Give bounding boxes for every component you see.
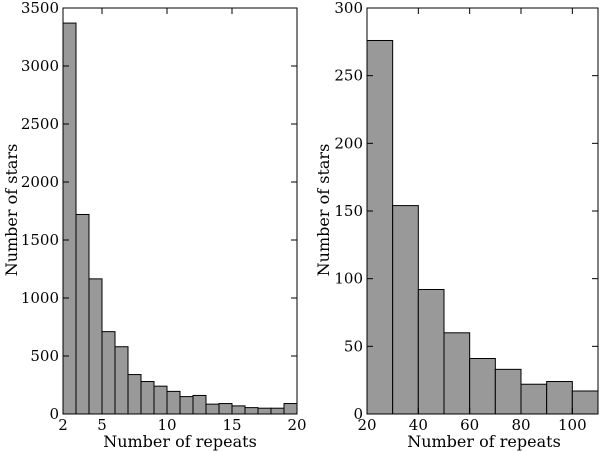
left-bar-11: [205, 403, 220, 415]
left-bar-15: [257, 407, 272, 415]
right-bar-1: [392, 205, 419, 415]
left-x-tick-label: 15: [222, 416, 241, 434]
right-y-tick-label: 200: [334, 134, 363, 152]
right-histogram-panel: Number of repeats Number of stars 20 40 60…: [314, 0, 599, 451]
left-bar-6: [140, 381, 155, 415]
left-y-axis-title: Number of stars: [2, 144, 21, 277]
right-y-tick-label: 100: [334, 270, 363, 288]
right-bar-3: [443, 332, 471, 415]
left-bar-12: [218, 403, 233, 415]
right-bar-8: [571, 390, 599, 415]
left-y-tick-label: 1500: [21, 231, 59, 249]
right-x-tick-label: 80: [511, 416, 530, 434]
right-y-tick-label: 150: [334, 202, 363, 220]
right-bar-4: [469, 358, 496, 415]
left-bar-10: [192, 394, 207, 415]
left-plot-frame: [62, 7, 298, 415]
right-x-tick-label: 60: [460, 416, 479, 434]
left-bar-17: [283, 403, 298, 415]
right-y-tick-label: 0: [353, 405, 363, 423]
right-x-tick-label: 20: [357, 416, 376, 434]
left-bar-0: [62, 22, 77, 415]
left-bar-13: [231, 405, 246, 415]
right-bar-5: [494, 368, 522, 415]
left-bar-16: [270, 407, 285, 415]
left-y-tick-label: 3500: [21, 0, 59, 17]
left-bar-9: [179, 396, 194, 415]
right-bar-2: [417, 288, 445, 415]
left-y-tick-label: 1000: [21, 289, 59, 307]
right-y-tick-label: 50: [344, 337, 363, 355]
left-bar-2: [88, 278, 103, 415]
left-x-axis-title: Number of repeats: [103, 432, 257, 451]
right-y-tick-label: 300: [334, 0, 363, 17]
left-y-tick-label: 500: [30, 347, 59, 365]
right-x-axis-title: Number of repeats: [407, 432, 561, 451]
left-bar-5: [127, 374, 142, 415]
left-bar-3: [101, 331, 116, 415]
left-x-tick-label: 2: [58, 416, 68, 434]
left-y-tick-label: 2500: [21, 115, 59, 133]
left-x-tick-label: 5: [97, 416, 107, 434]
right-y-axis-title: Number of stars: [314, 144, 333, 277]
left-bar-4: [114, 346, 129, 415]
left-bar-1: [75, 213, 90, 415]
right-bar-7: [546, 381, 573, 415]
right-bar-6: [520, 383, 548, 415]
left-y-tick-label: 0: [49, 405, 59, 423]
right-y-tick-label: 250: [334, 67, 363, 85]
right-x-tick-label: 100: [558, 416, 587, 434]
left-y-tick-label: 2000: [21, 173, 59, 191]
right-bar-0: [366, 39, 394, 415]
left-y-tick-label: 3000: [21, 57, 59, 75]
right-x-tick-label: 40: [409, 416, 428, 434]
left-x-tick-label: 10: [157, 416, 176, 434]
left-histogram-panel: Number of repeats Number of stars 2 5 10 15…: [2, 0, 307, 451]
left-bar-14: [244, 407, 259, 415]
left-bar-7: [153, 385, 168, 415]
left-bar-8: [166, 390, 181, 415]
left-x-tick-label: 20: [287, 416, 306, 434]
